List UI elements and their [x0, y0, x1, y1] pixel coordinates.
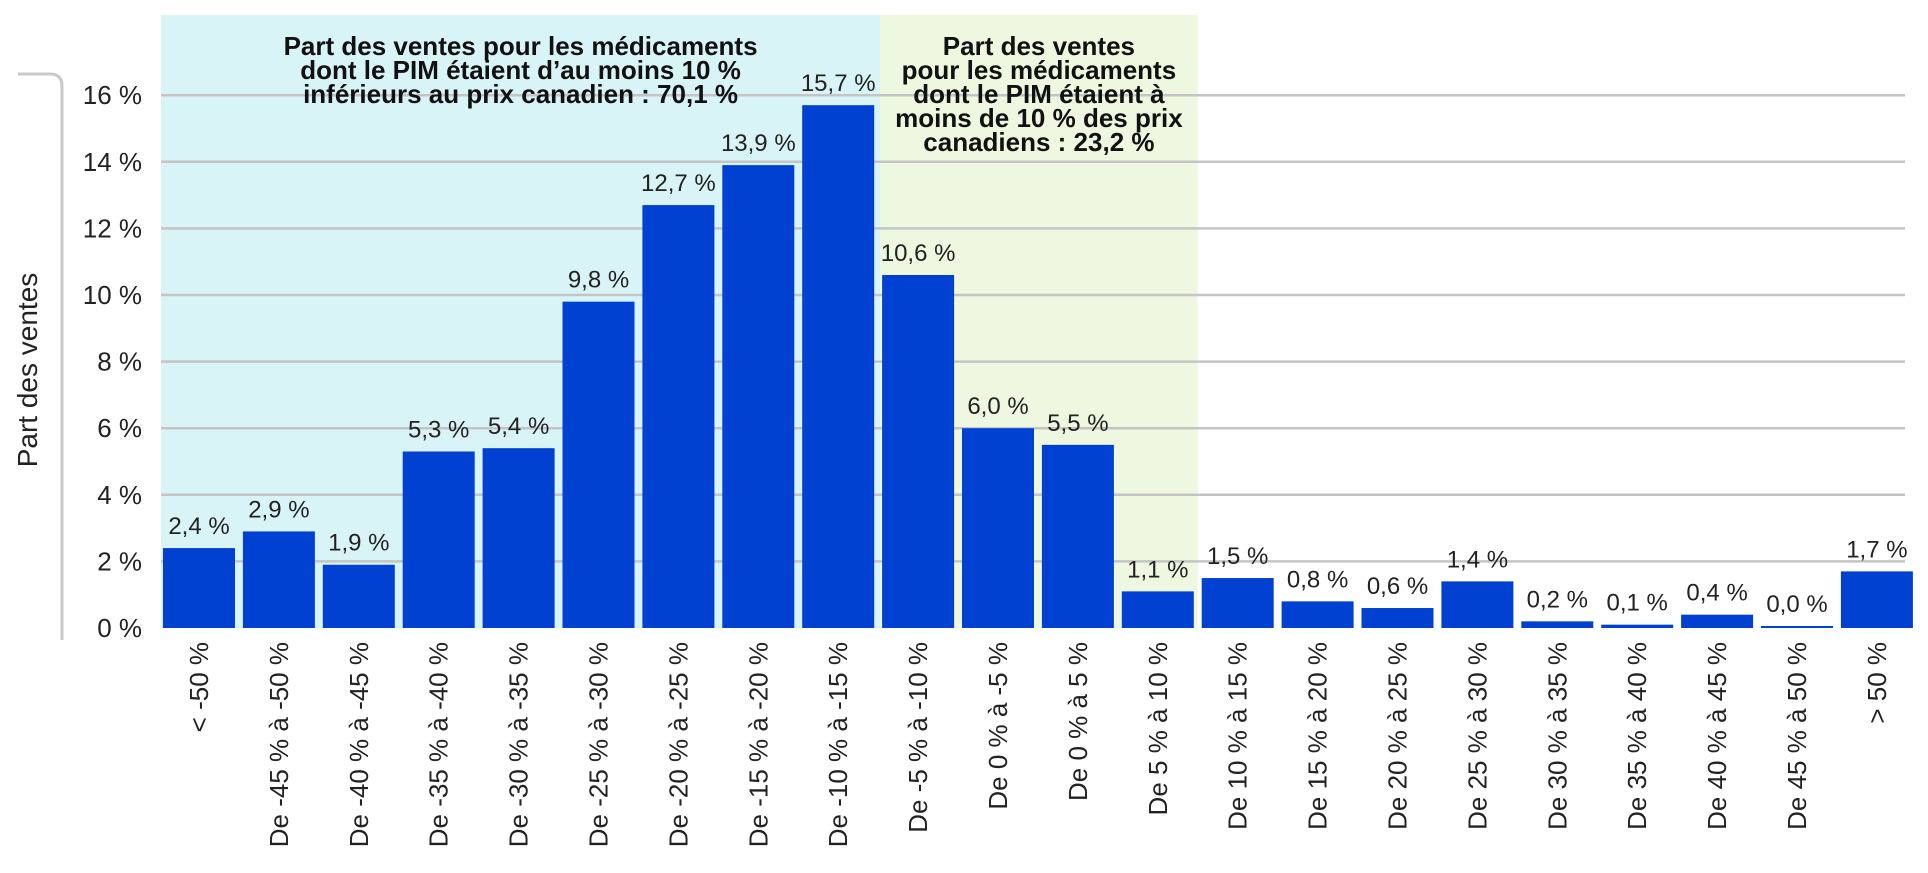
data-label: 1,1 %: [1127, 556, 1188, 583]
bar: [1761, 626, 1833, 628]
annotation-line: pour les médicaments: [902, 55, 1177, 85]
y-tick-label: 10 %: [83, 280, 142, 310]
x-tick-label: De 5 % à 10 %: [1143, 642, 1173, 815]
y-tick-label: 4 %: [97, 480, 142, 510]
data-label: 6,0 %: [967, 393, 1028, 420]
data-label: 1,4 %: [1447, 546, 1508, 573]
x-tick-label: De -30 % à -35 %: [504, 642, 534, 847]
annotation-line: moins de 10 % des prix: [895, 103, 1183, 133]
data-label: 0,2 %: [1527, 586, 1588, 613]
annotation-text-1: Part des ventes pour les médicaments dont…: [284, 31, 758, 109]
y-tick-label: 14 %: [83, 147, 142, 177]
y-tick-label: 12 %: [83, 213, 142, 243]
bar: [642, 205, 715, 628]
x-tick-label: De 0 % à 5 %: [1063, 642, 1093, 801]
bar: [802, 105, 875, 628]
y-tick-label: 16 %: [83, 80, 142, 110]
annotation-line: dont le PIM étaient d’au moins 10 %: [300, 55, 741, 85]
x-tick-label: De -15 % à -20 %: [743, 642, 773, 847]
bar: [163, 548, 235, 628]
bar: [482, 448, 555, 628]
x-tick-label: De -25 % à -30 %: [584, 642, 614, 847]
x-tick-labels: < -50 % De -45 % à -50 % De -40 % à -45 % D…: [184, 642, 1892, 847]
bar: [402, 451, 475, 628]
bar: [1441, 581, 1514, 628]
x-tick-label: De 40 % à 45 %: [1702, 642, 1732, 830]
data-label: 5,5 %: [1047, 410, 1108, 437]
x-tick-label: De -10 % à -15 %: [823, 642, 853, 847]
x-tick-label: De 30 % à 35 %: [1542, 642, 1572, 830]
bar: [722, 165, 795, 628]
data-label: 15,7 %: [801, 70, 876, 97]
bar: [962, 428, 1034, 628]
data-label: 0,0 %: [1766, 591, 1827, 618]
y-tick-label: 6 %: [97, 413, 142, 443]
y-tick-label: 0 %: [97, 613, 142, 643]
x-tick-label: De 10 % à 15 %: [1223, 642, 1253, 830]
data-label: 5,4 %: [488, 413, 549, 440]
x-tick-label: De -5 % à -10 %: [903, 642, 933, 833]
bar: [1681, 614, 1754, 628]
bar: [242, 531, 315, 628]
bar: [1201, 578, 1274, 628]
bar: [1601, 624, 1674, 628]
annotation-line: canadiens : 23,2 %: [923, 127, 1154, 157]
x-tick-label: De 0 % à -5 %: [983, 642, 1013, 810]
annotation-line: Part des ventes: [943, 31, 1135, 61]
x-tick-label: De 15 % à 20 %: [1303, 642, 1333, 830]
bar: [1361, 608, 1434, 628]
data-label: 1,7 %: [1846, 536, 1907, 563]
annotation-text-2: Part des ventes pour les médicaments dont …: [895, 31, 1183, 157]
x-tick-label: De 25 % à 30 %: [1462, 642, 1492, 830]
data-label: 5,3 %: [408, 417, 469, 444]
bar: [1840, 571, 1913, 628]
data-label: 0,8 %: [1287, 566, 1348, 593]
data-label: 2,9 %: [248, 496, 309, 523]
y-tick-label: 2 %: [97, 546, 142, 576]
x-tick-label: De 35 % à 40 %: [1622, 642, 1652, 830]
data-label: 1,5 %: [1207, 543, 1268, 570]
x-tick-label: De -35 % à -40 %: [424, 642, 454, 847]
x-tick-label: > 50 %: [1862, 642, 1892, 724]
bar: [322, 564, 395, 628]
annotation-line: inférieurs au prix canadien : 70,1 %: [303, 79, 738, 109]
bar: [562, 301, 635, 628]
y-tick-label: 8 %: [97, 347, 142, 377]
data-label: 0,1 %: [1607, 590, 1668, 617]
x-tick-label: < -50 %: [184, 642, 214, 732]
x-tick-label: De -45 % à -50 %: [264, 642, 294, 847]
data-label: 13,9 %: [721, 130, 796, 157]
annotation-line: dont le PIM étaient à: [913, 79, 1165, 109]
bar: [1121, 591, 1194, 628]
data-label: 0,4 %: [1686, 580, 1747, 607]
data-label: 12,7 %: [641, 170, 716, 197]
data-label: 0,6 %: [1367, 573, 1428, 600]
x-tick-label: De 20 % à 25 %: [1383, 642, 1413, 830]
x-tick-label: De -40 % à -45 %: [344, 642, 374, 847]
annotation-line: Part des ventes pour les médicaments: [284, 31, 758, 61]
bar: [1281, 601, 1354, 628]
y-axis: Part des ventes 0 % 2 % 4 % 6 % 8 % 10 % 12 % 1…: [12, 72, 142, 643]
data-label: 2,4 %: [168, 513, 229, 540]
data-label: 10,6 %: [881, 240, 956, 267]
y-axis-label: Part des ventes: [12, 273, 43, 468]
y-axis-line: [18, 72, 64, 640]
bar: [1041, 444, 1114, 628]
bar: [882, 275, 955, 628]
x-tick-label: De -20 % à -25 %: [663, 642, 693, 847]
annotation-texts: Part des ventes pour les médicaments dont…: [284, 31, 1184, 157]
bar: [1521, 621, 1594, 628]
bars: 2,4 % 2,9 % 1,9 % 5,3 % 5,4 % 9,8 % 12,7 %13,9…: [163, 70, 1913, 628]
data-label: 9,8 %: [568, 267, 629, 294]
data-label: 1,9 %: [328, 530, 389, 557]
x-tick-label: De 45 % à 50 %: [1782, 642, 1812, 830]
